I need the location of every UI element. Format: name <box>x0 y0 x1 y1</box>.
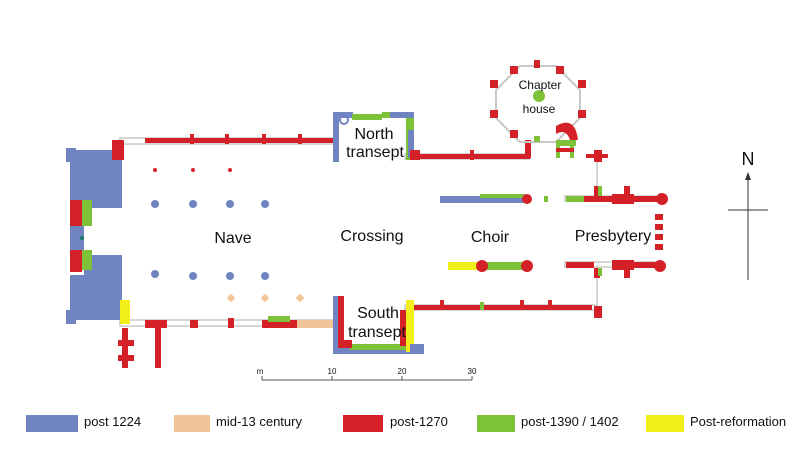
scale-bar: m 10 20 30 <box>257 367 477 381</box>
choir-south-wall <box>406 300 592 310</box>
legend-label-post-reformation: Post-reformation <box>690 414 787 429</box>
choir-north-wall <box>414 140 531 160</box>
south-transept <box>333 296 424 354</box>
label-south-transept-line2: transept <box>348 324 406 341</box>
legend-label-post-1270: post-1270 <box>390 414 448 429</box>
legend-label-post-1224: post 1224 <box>84 414 142 429</box>
legend-label-post-1390: post-1390 / 1402 <box>521 414 619 429</box>
label-chapter-house-line1: Chapter <box>519 78 562 92</box>
scale-tick-10: 10 <box>328 367 337 376</box>
scale-tick-30: 30 <box>468 367 477 376</box>
label-south-transept-line1: South <box>357 305 399 322</box>
legend: post 1224 mid-13 century post-1270 post-… <box>0 408 800 438</box>
choir-north-arcade <box>440 194 584 204</box>
presbytery-walls <box>566 150 668 318</box>
legend-swatch-post-1224 <box>26 415 78 432</box>
nave-piers <box>151 168 305 303</box>
legend-swatch-mid-13-century <box>174 415 210 432</box>
legend-swatch-post-reformation <box>646 415 684 432</box>
cathedral-plan: Nave Crossing Choir Presbytery North tra… <box>66 60 768 381</box>
room-labels: Nave Crossing Choir Presbytery North tra… <box>214 78 651 341</box>
label-nave: Nave <box>214 230 251 247</box>
choir-south-arcade <box>448 260 533 272</box>
legend-label-mid-13-century: mid-13 century <box>216 414 302 429</box>
scale-tick-20: 20 <box>398 367 407 376</box>
label-north-transept-line1: North <box>354 126 393 143</box>
label-chapter-house-line2: house <box>523 102 556 116</box>
nave-south-wall <box>118 316 335 368</box>
chapter-house <box>490 60 586 158</box>
legend-swatch-post-1270 <box>343 415 383 432</box>
label-choir: Choir <box>471 229 510 246</box>
label-crossing: Crossing <box>340 228 403 245</box>
label-north-transept-line2: transept <box>346 144 404 161</box>
north-arrow-label: N <box>742 149 755 169</box>
label-presbytery: Presbytery <box>575 228 651 245</box>
north-arrow: N <box>728 149 768 280</box>
legend-swatch-post-1390 <box>477 415 515 432</box>
west-front <box>66 140 130 324</box>
scale-unit-label: m <box>257 367 264 376</box>
presbytery-green-accents <box>598 186 602 276</box>
nave-north-wall <box>145 134 335 144</box>
